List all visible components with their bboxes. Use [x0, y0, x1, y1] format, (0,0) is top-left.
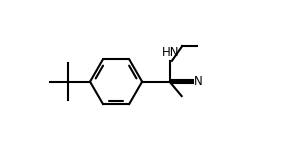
Text: HN: HN: [162, 46, 180, 59]
Text: N: N: [194, 75, 203, 88]
